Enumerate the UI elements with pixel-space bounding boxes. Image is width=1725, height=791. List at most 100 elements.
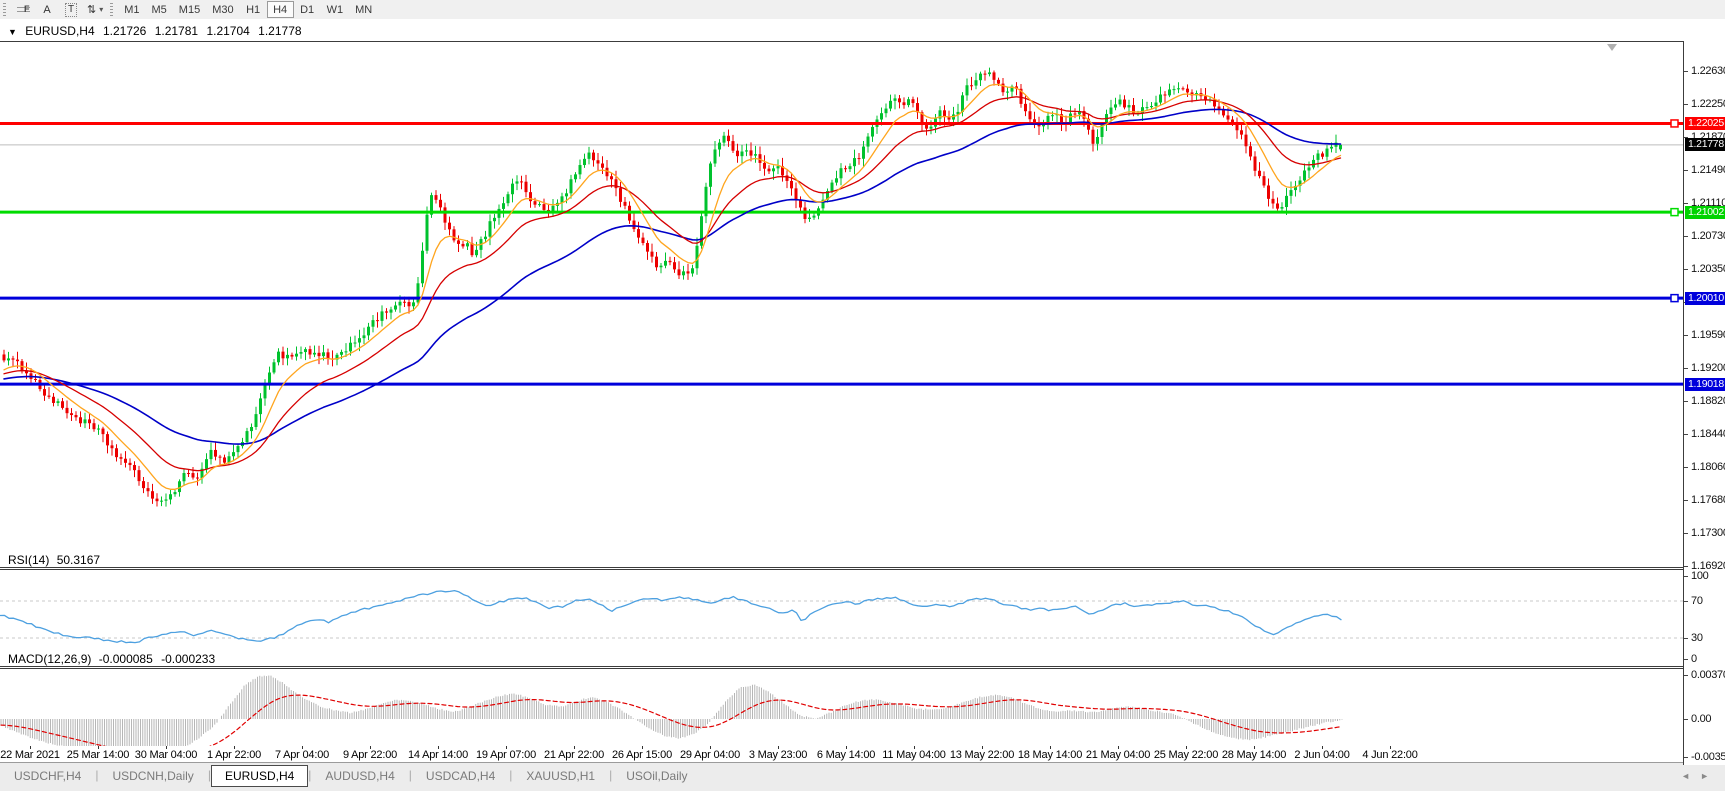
ohlc-close: 1.21778 <box>258 24 302 38</box>
axis-tick <box>1684 169 1688 171</box>
chart-tab-bar: USDCHF,H4 | USDCNH,Daily | EURUSD,H4 | AUDUSD,… <box>0 762 1725 791</box>
support-label: 1.21002 <box>1685 205 1725 219</box>
chart-tab-usdchf[interactable]: USDCHF,H4 <box>14 769 82 783</box>
price-tick-label: 1.18820 <box>1691 395 1725 408</box>
fibonacci-tool-button[interactable]: F <box>11 1 35 18</box>
date-label: 7 Apr 04:00 <box>274 749 330 761</box>
chart-tab-usdcnh[interactable]: USDCNH,Daily <box>112 769 194 783</box>
chart-symbol: EURUSD,H4 <box>25 24 95 38</box>
timeframe-button-w1[interactable]: W1 <box>321 1 350 18</box>
tab-separator: | <box>207 768 211 782</box>
chart-tab-eurusd[interactable]: EURUSD,H4 <box>210 765 309 787</box>
date-tick <box>438 746 439 749</box>
rsi-value: 50.3167 <box>56 553 101 567</box>
price-tick-label: 1.16920 <box>1691 560 1725 572</box>
axis-tick <box>1684 533 1688 535</box>
date-tick <box>1186 746 1187 749</box>
chart-tab-audusd[interactable]: AUDUSD,H4 <box>325 769 395 783</box>
date-tick <box>166 746 167 749</box>
axis-tick <box>1684 719 1688 720</box>
date-label: 30 Mar 04:00 <box>134 749 198 761</box>
arrows-tool-button[interactable]: ⇅ ▾ <box>83 1 107 18</box>
price-axis[interactable]: 1.22630 1.22250 1.21870 1.21490 1.21110 1.207… <box>1683 41 1725 765</box>
axis-tick <box>1684 202 1688 204</box>
date-label: 19 Apr 07:00 <box>476 749 536 761</box>
ma-slow-line <box>3 108 1342 445</box>
date-label: 29 Apr 04:00 <box>680 749 740 761</box>
rsi-title: RSI(14) 50.3167 <box>8 553 105 567</box>
chart-tab-usdcad[interactable]: USDCAD,H4 <box>425 769 496 783</box>
date-label: 26 Apr 15:00 <box>612 749 672 761</box>
date-tick <box>1254 746 1255 749</box>
label-tool-button[interactable]: T <box>59 1 83 18</box>
hline-marker <box>1670 207 1679 217</box>
timeframe-group: M1 M5 M15 M30 H1 H4 D1 W1 MN <box>118 0 378 19</box>
label-icon: T <box>64 2 78 17</box>
axis-tick <box>1684 334 1688 336</box>
date-tick <box>302 746 303 749</box>
date-tick <box>1050 746 1051 749</box>
tab-separator: | <box>95 768 99 782</box>
timeframe-button-m15[interactable]: M15 <box>173 1 206 18</box>
tab-scroll-arrows[interactable]: ◄► <box>1681 771 1719 781</box>
toolbar-grip[interactable] <box>3 2 6 17</box>
date-label: 21 Apr 22:00 <box>544 749 604 761</box>
date-axis[interactable]: 22 Mar 2021 25 Mar 14:00 30 Mar 04:00 1 Apr… <box>0 746 1725 762</box>
toolbar-grip[interactable] <box>110 2 114 17</box>
timeframe-button-mn[interactable]: MN <box>349 1 378 18</box>
symbol-dropdown-caret[interactable]: ▼ <box>8 27 17 37</box>
chart-shift-marker <box>1607 44 1617 51</box>
chart-tab-xauusd[interactable]: XAUUSD,H1 <box>526 769 596 783</box>
timeframe-button-h4[interactable]: H4 <box>266 1 294 18</box>
axis-tick <box>1684 500 1688 502</box>
axis-tick <box>1684 601 1688 602</box>
date-tick <box>778 746 779 749</box>
rsi-canvas[interactable] <box>0 568 1683 667</box>
rsi-tick-label: 30 <box>1691 632 1703 644</box>
chart-tab-usoil[interactable]: USOil,Daily <box>626 769 688 783</box>
date-tick <box>506 746 507 749</box>
fibonacci-icon: F <box>16 4 30 15</box>
timeframe-button-m5[interactable]: M5 <box>146 1 173 18</box>
resistance-label: 1.22025 <box>1685 116 1725 130</box>
price-tick-label: 1.18440 <box>1691 428 1725 441</box>
timeframe-button-d1[interactable]: D1 <box>294 1 321 18</box>
axis-tick <box>1684 757 1688 758</box>
date-tick <box>30 746 31 749</box>
date-label: 25 May 22:00 <box>1153 749 1219 761</box>
timeframe-button-m30[interactable]: M30 <box>206 1 239 18</box>
text-tool-button[interactable]: A <box>35 1 59 18</box>
hline-marker <box>1670 119 1679 128</box>
date-label: 9 Apr 22:00 <box>342 749 398 761</box>
macd-value-main: -0.000085 <box>98 652 153 666</box>
hline-marker <box>1670 293 1679 303</box>
text-icon: A <box>43 3 51 16</box>
axis-tick <box>1684 235 1688 237</box>
price-tick-label: 1.20730 <box>1691 229 1725 242</box>
current-price-label: 1.21778 <box>1685 138 1725 152</box>
date-label: 22 Mar 2021 <box>0 749 60 761</box>
date-tick <box>982 746 983 749</box>
ma-medium-line <box>3 96 1342 472</box>
rsi-tick-label: 70 <box>1691 595 1703 607</box>
macd-value-signal: -0.000233 <box>161 652 216 666</box>
timeframe-button-m1[interactable]: M1 <box>118 1 145 18</box>
date-tick <box>914 746 915 749</box>
date-label: 2 Jun 04:00 <box>1294 749 1350 761</box>
rsi-label: RSI(14) <box>8 553 50 567</box>
date-label: 13 May 22:00 <box>949 749 1015 761</box>
date-tick <box>1390 746 1391 749</box>
axis-tick <box>1684 268 1688 270</box>
axis-tick <box>1684 566 1688 567</box>
tab-separator: | <box>308 768 312 782</box>
date-tick <box>1322 746 1323 749</box>
main-chart-canvas[interactable] <box>0 41 1683 568</box>
axis-tick <box>1684 467 1688 469</box>
macd-label: MACD(12,26,9) <box>8 652 92 666</box>
axis-tick <box>1684 638 1688 639</box>
timeframe-button-h1[interactable]: H1 <box>240 1 267 18</box>
ohlc-high: 1.21781 <box>154 24 199 38</box>
toolbar: F A T ⇅ ▾ M1 M5 M15 M30 H1 H4 D1 W1 MN <box>0 0 1725 20</box>
axis-tick <box>1684 368 1688 370</box>
